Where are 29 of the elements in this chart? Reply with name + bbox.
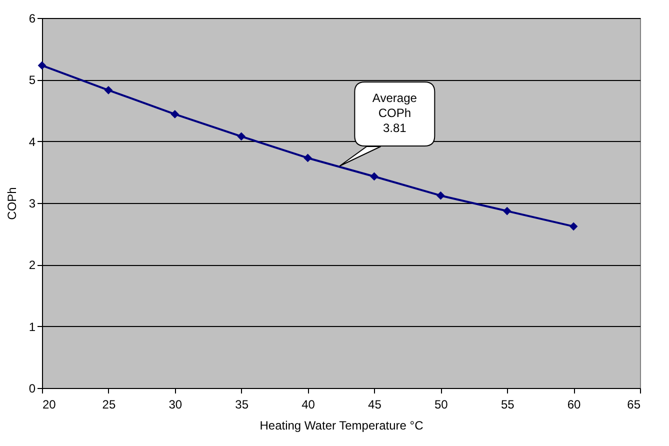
x-tick-label: 35	[235, 398, 249, 412]
point	[304, 154, 312, 162]
x-tick-label: 20	[42, 398, 56, 412]
x-tick-label: 30	[168, 398, 182, 412]
point	[237, 132, 246, 141]
x-tick-label: 25	[102, 398, 116, 412]
y-axis-title: COPh	[4, 187, 19, 220]
y-tick-label: 0	[28, 382, 36, 396]
point	[370, 172, 378, 181]
annotation: Average COPh 3.81	[372, 91, 418, 135]
x-tick-label: 55	[500, 398, 515, 412]
y-tick-label: 3	[28, 196, 36, 210]
point	[436, 191, 445, 200]
point	[502, 206, 512, 216]
y-tick-label: 1	[28, 320, 36, 334]
point	[104, 86, 113, 94]
y-tick-label: 4	[28, 134, 36, 149]
point	[38, 61, 46, 70]
x-axis-title: Heating Water Temperature °C	[260, 418, 424, 432]
y-tick-label: 5	[28, 73, 36, 88]
x-tick-label: 65	[627, 398, 641, 412]
point	[569, 222, 578, 231]
point	[170, 110, 180, 118]
x-tick-label: 45	[368, 398, 382, 412]
y-tick-label: 2	[28, 258, 36, 272]
y-tick-label: 6	[28, 12, 36, 26]
x-tick-label: 40	[302, 398, 316, 412]
x-tick-label: 60	[567, 398, 582, 412]
x-tick-label: 50	[434, 398, 448, 412]
